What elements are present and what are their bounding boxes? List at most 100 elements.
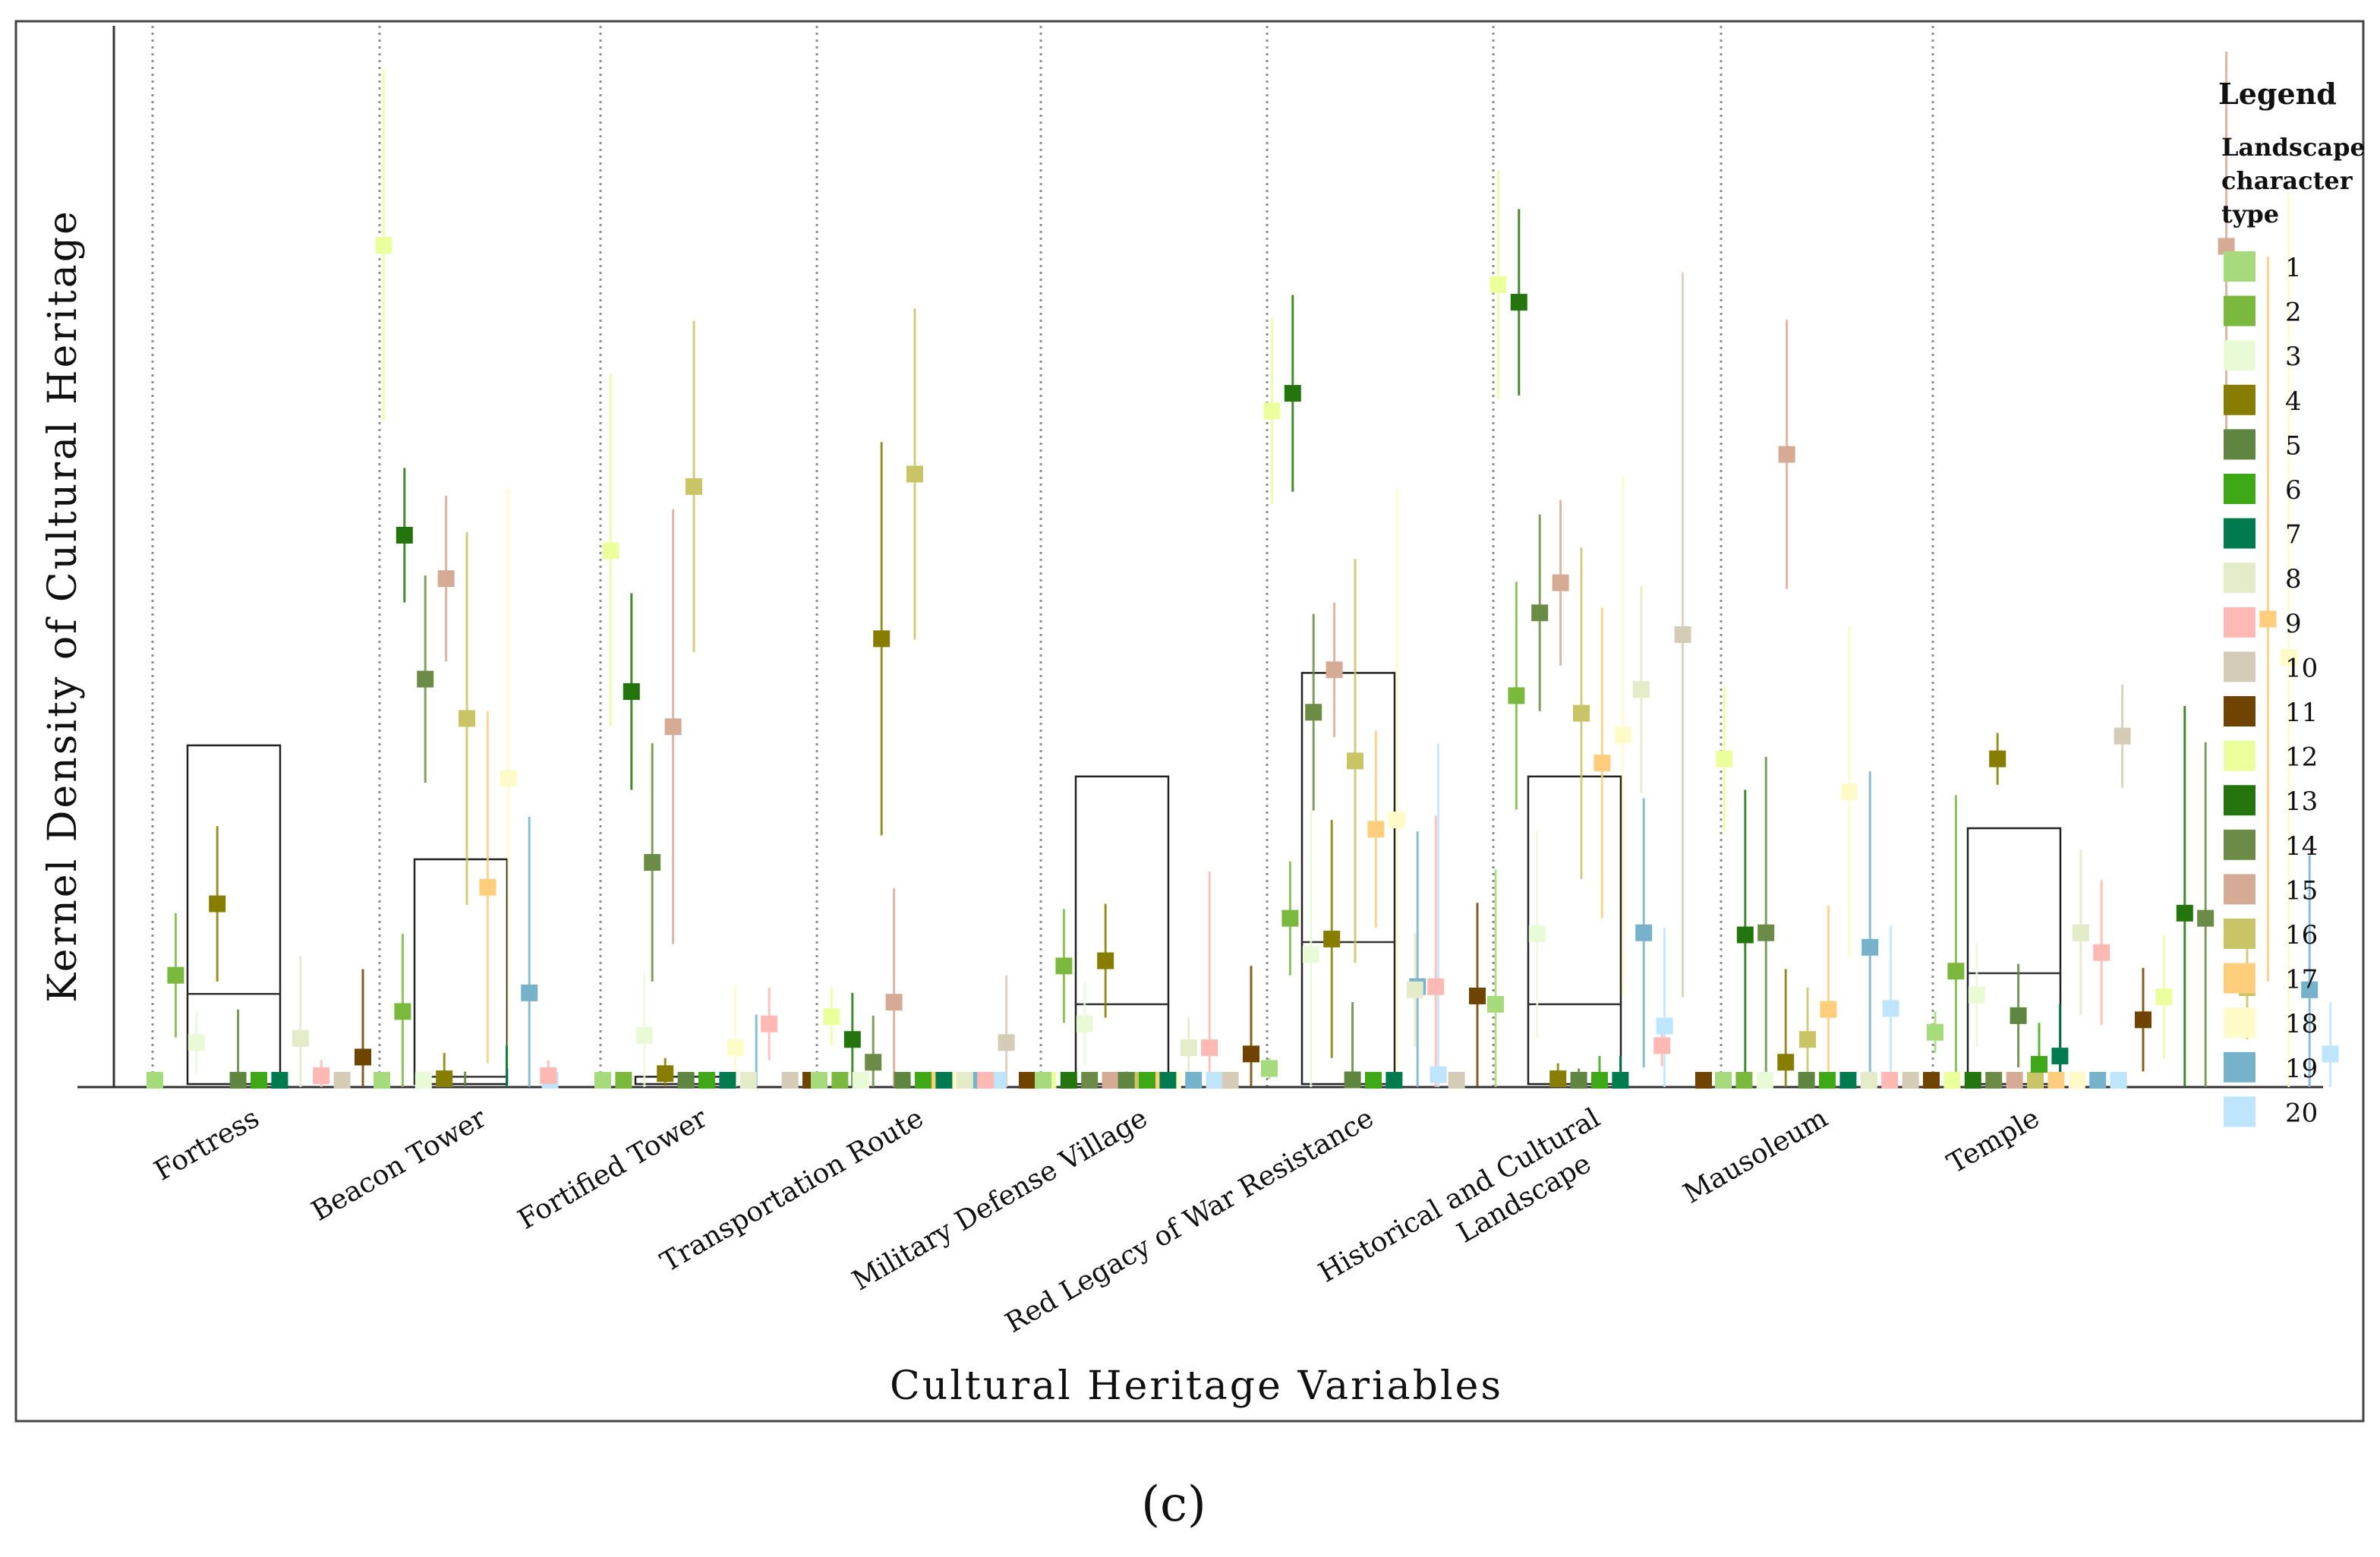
mean-military-defense-village-type-11 (1243, 1045, 1259, 1062)
mean-fortified-tower-type-13 (844, 1031, 861, 1048)
y-axis-title: Kernel Density of Cultural Heritage (40, 209, 86, 1003)
legend-swatch-10 (2224, 651, 2255, 682)
mean-beacon-tower-type-2 (394, 1003, 411, 1020)
legend-subtitle-line-2: character (2221, 166, 2353, 195)
mean-military-defense-village-type-12 (1263, 402, 1280, 419)
mean-beacon-tower-type-1 (374, 1072, 390, 1089)
mean-fortress-type-6 (251, 1072, 267, 1089)
legend-label-18: 18 (2285, 1009, 2318, 1039)
mean-mausoleum-type-5 (1798, 1072, 1815, 1089)
x-tick-label-mausoleum: Mausoleum (1679, 1102, 1833, 1209)
mean-transportation-route-type-10 (998, 1034, 1015, 1051)
mean-transportation-route-type-20 (1206, 1072, 1223, 1089)
mean-red-legacy-of-war-resistance-type-6 (1365, 1072, 1382, 1089)
mean-historical-and-cultural-landscape-type-4 (1549, 1070, 1566, 1087)
legend-label-13: 13 (2285, 786, 2318, 817)
mean-military-defense-village-type-18 (1389, 812, 1405, 828)
legend-label-20: 20 (2285, 1098, 2318, 1128)
mean-fortress-type-1 (147, 1072, 163, 1089)
x-tick-label-red-legacy-of-war-resistance: Red Legacy of War Resistance (1001, 1102, 1379, 1339)
box-red-legacy-of-war-resistance (1302, 673, 1395, 1084)
mean-historical-and-cultural-landscape-type-20 (1883, 1000, 1899, 1016)
legend-swatch-13 (2224, 785, 2255, 815)
legend-label-5: 5 (2285, 430, 2302, 461)
mean-red-legacy-of-war-resistance-type-4 (1323, 931, 1340, 947)
legend-label-4: 4 (2285, 386, 2302, 417)
legend-swatch-9 (2224, 607, 2255, 638)
mean-beacon-tower-type-4 (436, 1070, 452, 1087)
x-tick-label-beacon-tower: Beacon Tower (307, 1102, 493, 1228)
mean-mausoleum-type-8 (1861, 1072, 1877, 1089)
mean-fortress-type-12 (375, 237, 392, 254)
legend-swatch-5 (2224, 429, 2255, 459)
mean-red-legacy-of-war-resistance-type-5 (1344, 1071, 1361, 1088)
mean-temple-type-7 (2051, 1048, 2068, 1064)
mean-military-defense-village-type-13 (1285, 385, 1301, 402)
mean-military-defense-village-type-8 (1181, 1039, 1197, 1056)
mean-mausoleum-type-6 (1819, 1072, 1836, 1089)
mean-red-legacy-of-war-resistance-type-8 (1407, 982, 1423, 998)
legend-label-1: 1 (2285, 253, 2302, 283)
legend-swatch-12 (2224, 741, 2255, 771)
mean-temple-type-9 (2093, 944, 2110, 961)
mean-temple-type-1 (1927, 1024, 1943, 1041)
mean-fortified-tower-type-8 (740, 1072, 757, 1089)
mean-red-legacy-of-war-resistance-type-13 (1511, 294, 1527, 310)
mean-transportation-route-type-4 (873, 630, 890, 647)
legend-swatch-18 (2224, 1007, 2255, 1038)
mean-mausoleum-type-10 (1902, 1072, 1919, 1089)
mean-fortified-tower-type-16 (906, 466, 923, 483)
mean-historical-and-cultural-landscape-type-19 (1861, 939, 1878, 956)
mean-fortified-tower-type-5 (678, 1072, 695, 1089)
mean-temple-type-14 (2197, 910, 2214, 927)
mean-military-defense-village-type-7 (1159, 1072, 1176, 1089)
legend-label-17: 17 (2285, 965, 2318, 995)
figure-caption: (c) (1141, 1477, 1206, 1533)
mean-fortress-type-14 (417, 671, 433, 688)
legend-swatch-1 (2224, 251, 2255, 282)
mean-historical-and-cultural-landscape-type-13 (1737, 926, 1754, 943)
legend-swatch-8 (2224, 563, 2255, 593)
mean-transportation-route-type-2 (831, 1072, 848, 1089)
mean-mausoleum-type-3 (1757, 1072, 1773, 1089)
mean-fortress-type-3 (188, 1034, 205, 1051)
mean-fortress-type-15 (438, 570, 455, 587)
mean-mausoleum-type-7 (1839, 1072, 1856, 1089)
mean-beacon-tower-type-9 (540, 1067, 556, 1084)
mean-transportation-route-type-5 (894, 1072, 911, 1089)
mean-military-defense-village-type-10 (1222, 1072, 1239, 1089)
legend-label-9: 9 (2285, 609, 2302, 639)
mean-transportation-route-type-6 (915, 1072, 932, 1089)
mean-red-legacy-of-war-resistance-type-3 (1303, 946, 1319, 963)
error-bars (155, 52, 2331, 1087)
mean-red-legacy-of-war-resistance-type-15 (1553, 575, 1569, 591)
kernel-density-chart: Fortress Beacon Tower Fortified TowerTrans… (0, 0, 2380, 1557)
mean-transportation-route-type-9 (977, 1072, 994, 1089)
mean-historical-and-cultural-landscape-type-8 (1633, 681, 1650, 698)
box-fortress (188, 745, 280, 1084)
x-tick-label-temple: Temple (1942, 1102, 2044, 1180)
mean-transportation-route-type-14 (1081, 1072, 1098, 1089)
mean-mausoleum-type-15 (2006, 1072, 2023, 1089)
mean-fortified-tower-type-7 (719, 1072, 736, 1089)
box-military-defense-village (1076, 777, 1168, 1084)
mean-mausoleum-type-17 (2047, 1072, 2064, 1089)
mean-red-legacy-of-war-resistance-type-14 (1531, 604, 1548, 621)
legend-swatch-16 (2224, 919, 2255, 949)
legend-label-7: 7 (2285, 520, 2302, 550)
mean-historical-and-cultural-landscape-type-15 (1779, 446, 1795, 463)
mean-fortress-type-9 (313, 1067, 329, 1084)
mean-temple-type-5 (2010, 1007, 2027, 1024)
mean-mausoleum-type-19 (2089, 1072, 2106, 1089)
mean-military-defense-village-type-9 (1201, 1039, 1218, 1056)
legend-label-14: 14 (2285, 831, 2318, 862)
x-tick-label-fortress: Fortress (150, 1102, 265, 1187)
mean-mausoleum-type-9 (1881, 1072, 1898, 1089)
mean-temple-type-11 (2135, 1011, 2151, 1028)
mean-fortress-type-7 (271, 1072, 288, 1089)
mean-red-legacy-of-war-resistance-type-19 (1635, 925, 1652, 941)
legend-label-11: 11 (2285, 698, 2318, 728)
mean-transportation-route-type-13 (1061, 1072, 1077, 1089)
mean-mausoleum-type-2 (1735, 1072, 1752, 1089)
x-axis-title: Cultural Heritage Variables (890, 1363, 1503, 1409)
